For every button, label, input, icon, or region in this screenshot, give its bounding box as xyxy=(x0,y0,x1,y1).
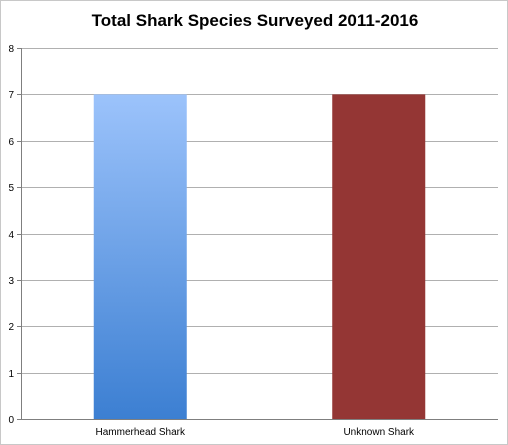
y-tick-label: 7 xyxy=(8,90,14,101)
x-tick-label: Unknown Shark xyxy=(343,427,415,438)
y-tick-label: 8 xyxy=(8,44,14,55)
y-tick-label: 6 xyxy=(8,137,14,148)
x-tick-label: Hammerhead Shark xyxy=(96,427,186,438)
y-tick-label: 4 xyxy=(8,230,14,241)
chart-title: Total Shark Species Surveyed 2011-2016 xyxy=(91,11,419,30)
y-tick-label: 1 xyxy=(8,369,14,380)
bar-unknown-shark xyxy=(332,94,426,419)
y-tick-label: 0 xyxy=(8,415,14,426)
y-tick-label: 3 xyxy=(8,276,14,287)
bar-hammerhead-shark xyxy=(93,94,187,419)
y-tick-label: 5 xyxy=(8,183,14,194)
y-tick-label: 2 xyxy=(8,322,14,333)
